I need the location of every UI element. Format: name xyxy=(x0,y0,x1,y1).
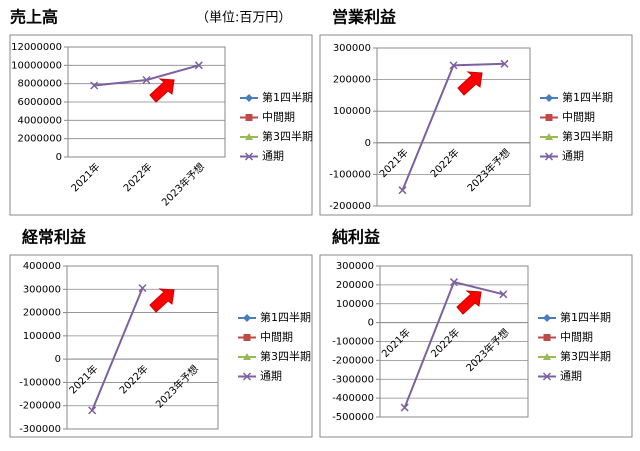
series xyxy=(88,284,147,415)
marker xyxy=(245,114,253,121)
marker xyxy=(545,133,553,140)
chart-frame xyxy=(319,254,633,438)
legend-label: 第1四半期 xyxy=(262,90,313,104)
y-tick-label: -300000 xyxy=(19,424,61,435)
y-tick-label: 6000000 xyxy=(17,97,62,108)
marker xyxy=(90,81,99,90)
y-tick-label: -200000 xyxy=(329,201,371,212)
y-tick-label: 200000 xyxy=(23,308,61,319)
y-tick-label: 8000000 xyxy=(17,79,62,90)
legend-label: 第3四半期 xyxy=(560,349,611,363)
marker xyxy=(544,152,554,161)
y-tick-label: 0 xyxy=(55,354,61,365)
y-tick-label: -200000 xyxy=(19,401,61,412)
y-tick-label: -100000 xyxy=(332,337,374,348)
y-tick-label: 300000 xyxy=(333,43,371,54)
marker xyxy=(245,94,253,102)
y-tick-label: 400000 xyxy=(23,261,61,272)
y-tick-label: 300000 xyxy=(336,261,374,272)
marker xyxy=(242,372,252,381)
chart-title: 純利益 xyxy=(332,228,380,247)
y-tick-label: 300000 xyxy=(23,284,61,295)
marker xyxy=(245,133,253,140)
marker xyxy=(138,284,147,293)
marker xyxy=(243,353,251,360)
arrow xyxy=(456,290,482,315)
y-tick-label: 200000 xyxy=(333,75,371,86)
legend-label: 通期 xyxy=(260,370,282,383)
legend-label: 中間期 xyxy=(560,331,593,344)
legend-label: 中間期 xyxy=(262,111,295,124)
y-tick-label: -300000 xyxy=(332,374,374,385)
marker xyxy=(543,334,551,341)
arrow xyxy=(457,71,483,96)
y-tick-label: -500000 xyxy=(332,412,374,423)
marker xyxy=(244,152,254,161)
marker xyxy=(142,75,151,85)
legend-label: 通期 xyxy=(262,150,284,163)
y-tick-label: 0 xyxy=(365,138,371,149)
marker xyxy=(88,406,97,415)
marker xyxy=(542,372,552,381)
y-tick-label: 0 xyxy=(368,318,374,329)
series xyxy=(400,278,508,412)
series xyxy=(90,61,203,90)
legend-label: 通期 xyxy=(560,370,582,383)
chart-title: 経常利益 xyxy=(22,228,86,247)
y-tick-label: -200000 xyxy=(332,355,374,366)
y-tick-label: -400000 xyxy=(332,393,374,404)
y-tick-label: 200000 xyxy=(336,280,374,291)
series-line xyxy=(91,287,144,411)
y-tick-label: 100000 xyxy=(333,106,371,117)
chart-title: 営業利益 xyxy=(332,8,396,27)
y-tick-label: -100000 xyxy=(329,169,371,180)
legend-label: 第3四半期 xyxy=(562,129,613,143)
y-tick-label: 0 xyxy=(56,152,62,163)
marker xyxy=(543,314,551,322)
marker xyxy=(243,314,251,322)
arrow xyxy=(149,78,175,103)
y-tick-label: 100000 xyxy=(23,331,61,342)
marker xyxy=(194,61,203,70)
marker xyxy=(398,186,407,195)
marker xyxy=(500,59,509,68)
legend-label: 通期 xyxy=(562,150,584,163)
chart-title: 売上高 xyxy=(10,8,58,27)
series xyxy=(398,59,509,195)
y-tick-label: -100000 xyxy=(19,377,61,388)
y-tick-label: 100000 xyxy=(336,299,374,310)
legend-label: 第1四半期 xyxy=(560,310,611,324)
y-tick-label: 12000000 xyxy=(11,42,62,53)
unit-note: （単位:百万円） xyxy=(196,10,291,26)
marker xyxy=(400,403,409,412)
legend-label: 中間期 xyxy=(260,331,293,344)
charts: 売上高0200000040000006000000800000010000000… xyxy=(9,8,633,438)
legend-label: 第1四半期 xyxy=(260,310,311,324)
legend-label: 第3四半期 xyxy=(260,349,311,363)
marker xyxy=(449,61,458,70)
marker xyxy=(243,334,251,341)
marker xyxy=(543,353,551,360)
legend-label: 第1四半期 xyxy=(562,90,613,104)
y-tick-label: 2000000 xyxy=(17,134,62,145)
marker xyxy=(545,94,553,102)
marker xyxy=(449,278,459,287)
legend-label: 第3四半期 xyxy=(262,129,313,143)
arrow xyxy=(149,288,175,313)
marker xyxy=(499,290,508,299)
marker xyxy=(545,114,553,121)
chart-frame xyxy=(9,254,313,438)
legend-label: 中間期 xyxy=(562,111,595,124)
y-tick-label: 4000000 xyxy=(17,115,62,126)
y-tick-label: 10000000 xyxy=(11,60,62,71)
